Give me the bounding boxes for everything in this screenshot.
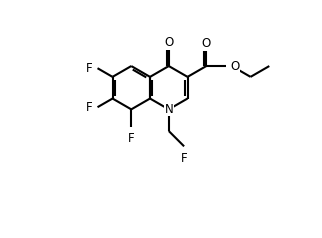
Text: F: F [86,62,92,75]
Text: F: F [181,152,187,165]
Text: N: N [165,103,173,116]
Text: O: O [202,37,211,50]
Text: F: F [128,132,135,145]
Text: O: O [230,60,239,73]
Text: O: O [164,36,174,49]
Text: F: F [86,101,92,114]
